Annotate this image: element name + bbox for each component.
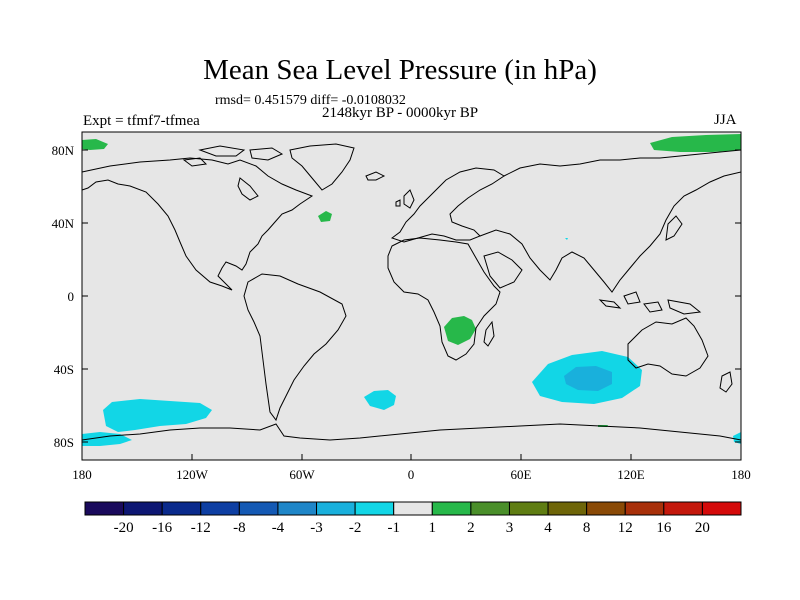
colorbar-label: 8	[582, 520, 591, 536]
anomaly-shading	[82, 134, 741, 446]
coast-north-america	[81, 157, 314, 291]
colorbar-box	[393, 501, 433, 516]
negative-anomaly-south-pacific	[103, 399, 212, 432]
colorbar-box	[431, 501, 472, 516]
lon-label: 120E	[617, 467, 645, 482]
coast-africa	[387, 237, 501, 361]
colorbar-box	[238, 501, 279, 516]
stats-text: rmsd= 0.451579 diff= -0.0108032	[215, 93, 406, 108]
negative-anomaly-indian-core	[564, 366, 612, 391]
coast-greenland	[289, 143, 355, 191]
period-text: 2148kyr BP - 0000kyr BP	[322, 105, 479, 121]
lon-label: 120W	[176, 467, 209, 482]
lat-label: 40N	[52, 216, 75, 231]
coast-australia	[627, 317, 709, 377]
colorbar-box	[586, 501, 626, 516]
lat-label: 40S	[54, 362, 74, 377]
coast-asia	[479, 149, 742, 293]
colorbar-label: 12	[617, 520, 633, 536]
coastlines	[81, 143, 742, 441]
chart-title: Mean Sea Level Pressure (in hPa)	[203, 54, 597, 86]
colorbar-label: -8	[233, 520, 246, 536]
colorbar-box	[470, 501, 510, 516]
colorbar-label: -16	[152, 520, 173, 536]
colorbar-box	[84, 501, 125, 516]
colorbar-label: 20	[694, 520, 710, 536]
colorbar-box	[123, 501, 163, 516]
lat-label: 80S	[54, 435, 74, 450]
positive-anomaly-north-atlantic	[318, 211, 332, 222]
lon-label: 60E	[511, 467, 532, 482]
colorbar-label: 3	[505, 520, 514, 536]
negative-anomaly-tasman	[733, 432, 741, 444]
colorbar-label: -2	[348, 520, 362, 536]
coast-south-america	[243, 273, 347, 422]
colorbar-label: 4	[544, 520, 552, 536]
lon-label: 60W	[289, 467, 315, 482]
positive-anomaly-arctic-east	[650, 134, 741, 152]
coast-europe	[390, 167, 505, 243]
colorbar-box	[624, 501, 665, 516]
colorbar-label: -3	[310, 520, 323, 536]
positive-anomaly-southern-africa	[444, 316, 476, 345]
colorbar-label: -4	[271, 520, 285, 536]
lat-label: 0	[68, 289, 75, 304]
colorbar-box	[701, 501, 742, 516]
colorbar-label: -12	[190, 520, 211, 536]
colorbar-box	[316, 501, 356, 516]
negative-anomaly-south-atlantic	[364, 390, 396, 410]
positive-anomaly-arctic-west	[82, 139, 108, 150]
colorbar-label: 2	[467, 520, 475, 536]
lon-label: 0	[408, 467, 415, 482]
colorbar-box	[663, 501, 703, 516]
colorbar-label: 16	[656, 520, 672, 536]
lat-label: 80N	[52, 143, 75, 158]
coast-antarctica	[81, 423, 742, 441]
lon-label: 180	[72, 467, 92, 482]
colorbar-box	[200, 501, 240, 516]
colorbar-box	[277, 501, 318, 516]
colorbar-box	[547, 501, 588, 516]
colorbar-label: -20	[113, 520, 134, 536]
experiment-label: Expt = tfmf7-tfmea	[83, 113, 200, 129]
colorbar-label: 1	[428, 520, 437, 536]
lon-label: 180	[731, 467, 751, 482]
tick-marks	[81, 149, 742, 460]
colorbar	[84, 501, 742, 516]
colorbar-label: -1	[387, 520, 400, 536]
colorbar-box	[354, 501, 395, 516]
season-label: JJA	[714, 112, 737, 128]
negative-anomaly-small	[565, 238, 568, 240]
colorbar-box	[161, 501, 202, 516]
colorbar-box	[508, 501, 549, 516]
